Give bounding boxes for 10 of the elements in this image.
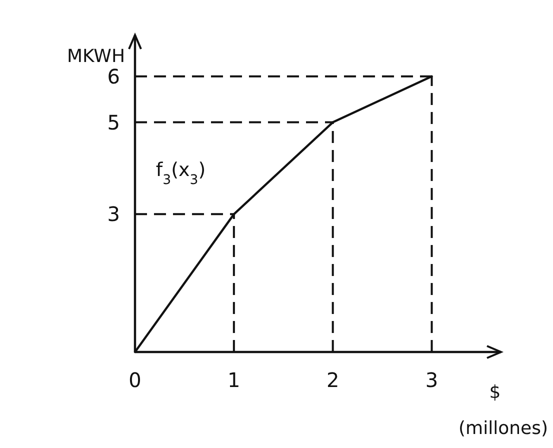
y-tick-label: 6 (107, 64, 120, 88)
y-tick-label: 3 (107, 202, 120, 226)
text: f$_{3}$(x$_{3}$) (156, 159, 206, 188)
x-axis-title: $ (millones) (458, 382, 548, 439)
x-tick-label: 2 (326, 368, 340, 392)
y-axis-title: MKWH (66, 46, 125, 67)
y-tick-label: 5 (107, 110, 120, 134)
x-tick-label: 0 (128, 368, 142, 392)
x-tick-label: 1 (228, 368, 240, 392)
x-tick-label: 3 (425, 368, 438, 392)
